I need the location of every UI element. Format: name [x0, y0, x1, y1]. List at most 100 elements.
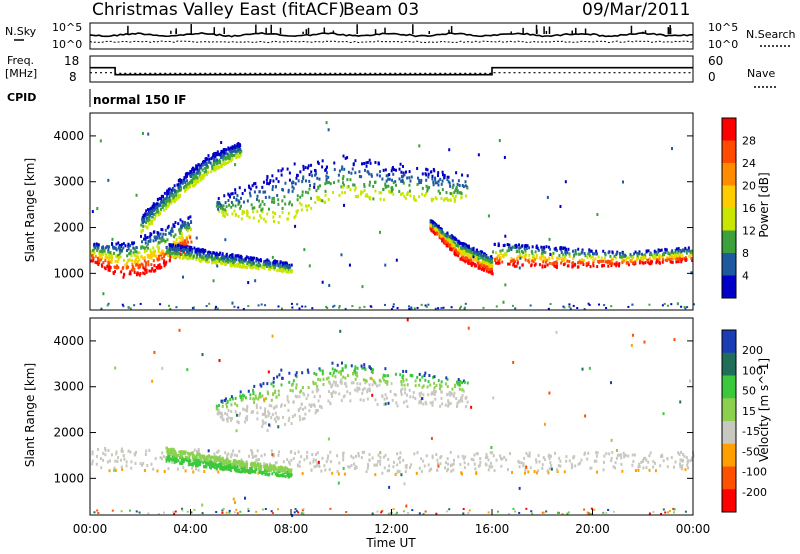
scatter-mark [346, 178, 349, 182]
scatter-mark [288, 371, 291, 375]
scatter-mark [146, 225, 149, 229]
scatter-mark [301, 193, 304, 197]
scatter-mark [515, 264, 518, 268]
scatter-mark [329, 381, 332, 385]
scatter-mark [208, 160, 211, 164]
scatter-mark [387, 184, 390, 188]
scatter-mark [519, 256, 522, 260]
scatter-mark [333, 168, 336, 172]
scatter-mark [294, 214, 297, 218]
scatter-mark [396, 307, 399, 310]
scatter-mark [391, 398, 394, 402]
scatter-mark [223, 148, 226, 152]
scatter-mark [425, 305, 428, 308]
scatter-mark [207, 154, 210, 158]
scatter-mark [421, 375, 424, 379]
scatter-mark [541, 463, 544, 467]
scatter-mark [224, 461, 227, 465]
scatter-mark [368, 458, 371, 462]
scatter-mark [262, 470, 265, 474]
scatter-mark [676, 259, 679, 263]
scatter-mark [101, 250, 104, 254]
scatter-mark [621, 257, 624, 261]
scatter-mark [179, 218, 182, 222]
scatter-mark [231, 463, 234, 467]
scatter-mark [235, 198, 238, 202]
scatter-mark [165, 260, 168, 264]
scatter-mark [168, 243, 171, 247]
scatter-mark [659, 464, 662, 468]
scatter-mark [208, 454, 211, 458]
scatter-mark [532, 260, 535, 264]
scatter-mark [215, 261, 218, 265]
scatter-mark [176, 457, 179, 461]
scatter-mark [457, 252, 460, 256]
scatter-mark [316, 195, 319, 199]
scatter-mark [154, 214, 157, 218]
scatter-mark [184, 181, 187, 185]
scatter-mark [283, 195, 286, 199]
scatter-mark [185, 237, 188, 241]
scatter-mark [434, 231, 437, 235]
scatter-mark [227, 468, 230, 472]
scatter-mark [225, 402, 228, 406]
scatter-mark [464, 396, 467, 400]
scatter-mark [400, 170, 403, 174]
scatter-mark [339, 380, 342, 384]
scatter-mark [153, 350, 156, 354]
scatter-mark [144, 236, 147, 240]
scatter-mark [121, 303, 124, 306]
scatter-mark [349, 391, 352, 395]
scatter-mark [173, 224, 176, 228]
scatter-mark [232, 153, 235, 157]
scatter-mark [418, 401, 421, 405]
scatter-mark [104, 453, 107, 457]
scatter-mark [377, 162, 380, 166]
scatter-mark [677, 249, 680, 253]
scatter-mark [207, 462, 210, 466]
scatter-mark [473, 453, 476, 457]
scatter-mark [275, 395, 278, 399]
scatter-mark [198, 166, 201, 170]
scatter-mark [314, 173, 317, 177]
scatter-mark [156, 233, 159, 237]
scatter-mark [297, 179, 300, 183]
scatter-mark [282, 262, 285, 266]
scatter-mark [392, 465, 395, 469]
scatter-mark [432, 392, 435, 396]
scatter-mark [478, 266, 481, 270]
scatter-mark [229, 195, 232, 199]
scatter-mark [230, 263, 233, 267]
scatter-mark [140, 230, 143, 234]
scatter-mark [568, 303, 571, 306]
scatter-mark [137, 264, 140, 268]
scatter-mark [164, 239, 167, 243]
scatter-mark [476, 248, 479, 252]
scatter-mark [436, 458, 439, 462]
scatter-mark [298, 307, 301, 310]
scatter-mark [598, 260, 601, 264]
scatter-mark [439, 456, 442, 460]
scatter-mark [110, 253, 113, 257]
scatter-mark [117, 257, 120, 261]
scatter-mark [127, 258, 130, 262]
scatter-mark [155, 235, 158, 239]
scatter-mark [396, 404, 399, 408]
scatter-mark [184, 189, 187, 193]
scatter-mark [496, 254, 499, 258]
scatter-mark [238, 260, 241, 264]
scatter-mark [509, 259, 512, 263]
scatter-mark [321, 159, 324, 163]
scatter-mark [313, 404, 316, 408]
scatter-mark [251, 455, 254, 459]
scatter-mark [186, 182, 189, 186]
scatter-mark [609, 254, 612, 258]
colorbar-swatch [722, 230, 736, 254]
scatter-mark [127, 247, 130, 251]
scatter-mark [158, 197, 161, 201]
scatter-mark [153, 264, 156, 268]
scatter-mark [427, 463, 430, 467]
scatter-mark [354, 388, 357, 392]
scatter-mark [321, 369, 324, 373]
scatter-mark [431, 174, 434, 178]
